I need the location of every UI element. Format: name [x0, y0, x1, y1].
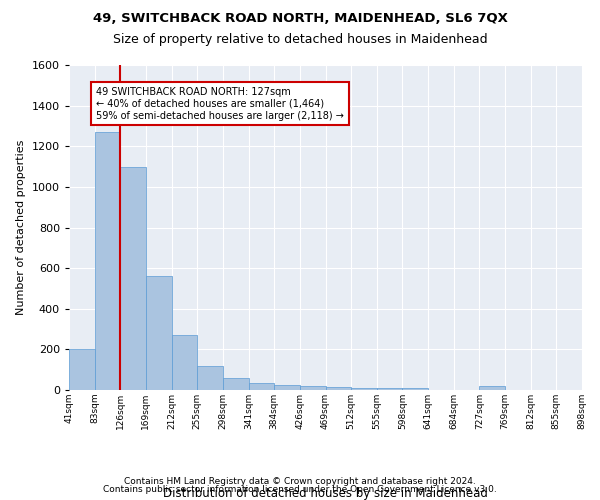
Bar: [121, 166, 146, 390]
X-axis label: Distribution of detached houses by size in Maidenhead: Distribution of detached houses by size …: [163, 488, 488, 500]
Bar: [69, 350, 95, 390]
Bar: [146, 276, 172, 390]
Bar: [351, 388, 377, 390]
Bar: [223, 378, 248, 390]
Bar: [377, 388, 403, 390]
Text: Contains public sector information licensed under the Open Government Licence v3: Contains public sector information licen…: [103, 485, 497, 494]
Bar: [197, 366, 223, 390]
Text: 49, SWITCHBACK ROAD NORTH, MAIDENHEAD, SL6 7QX: 49, SWITCHBACK ROAD NORTH, MAIDENHEAD, S…: [92, 12, 508, 26]
Bar: [300, 386, 325, 390]
Bar: [172, 335, 197, 390]
Bar: [274, 385, 300, 390]
Text: 49 SWITCHBACK ROAD NORTH: 127sqm
← 40% of detached houses are smaller (1,464)
59: 49 SWITCHBACK ROAD NORTH: 127sqm ← 40% o…: [96, 88, 344, 120]
Text: Contains HM Land Registry data © Crown copyright and database right 2024.: Contains HM Land Registry data © Crown c…: [124, 477, 476, 486]
Bar: [479, 386, 505, 390]
Bar: [95, 132, 121, 390]
Bar: [403, 388, 428, 390]
Bar: [325, 387, 351, 390]
Bar: [248, 383, 274, 390]
Y-axis label: Number of detached properties: Number of detached properties: [16, 140, 26, 315]
Text: Size of property relative to detached houses in Maidenhead: Size of property relative to detached ho…: [113, 32, 487, 46]
